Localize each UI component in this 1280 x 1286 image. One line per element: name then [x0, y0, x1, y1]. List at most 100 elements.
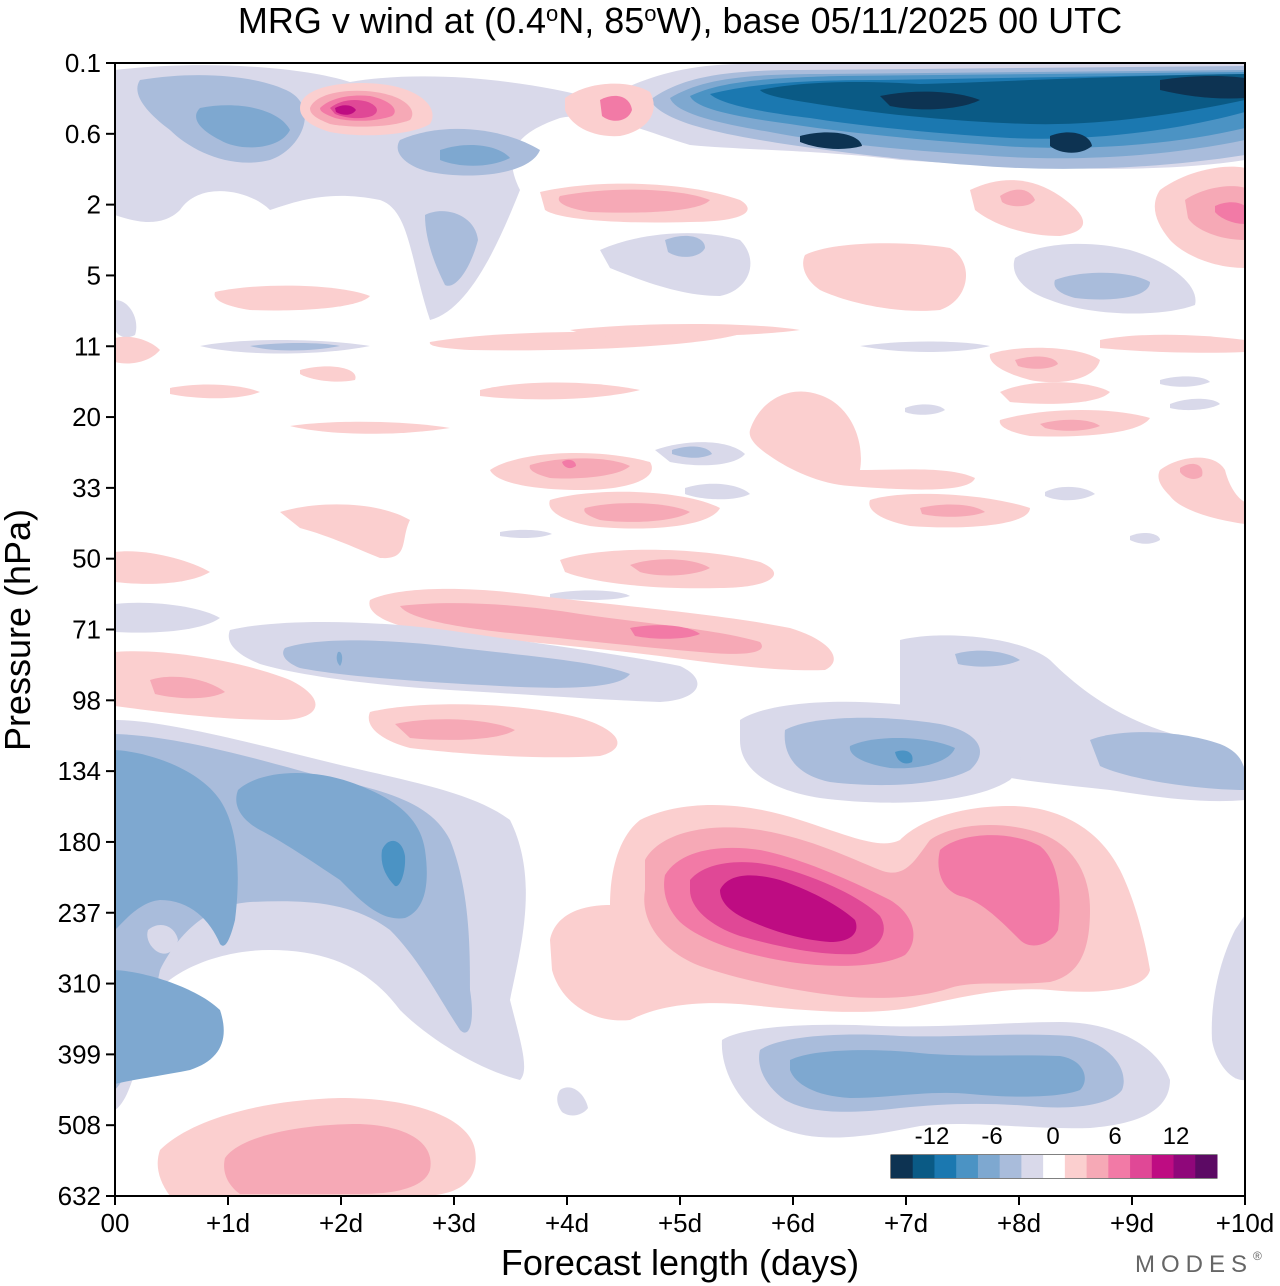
- contour-field: [115, 63, 1245, 1196]
- y-tick-label: 33: [72, 473, 101, 503]
- contour-50hpa-neg-2: [1130, 533, 1160, 544]
- y-tick-label: 310: [58, 969, 101, 999]
- contour-33hpa-pos-5: [584, 503, 690, 522]
- contour-11hpa-pos-6: [1100, 334, 1245, 353]
- colorbar-swatch: [1108, 1155, 1131, 1178]
- contour-20hpa-pos-2: [480, 382, 640, 400]
- colorbar-swatch: [1130, 1155, 1153, 1178]
- contour-33hpa-pos-2: [529, 458, 630, 479]
- contour-50hpa-pos-3: [630, 559, 710, 576]
- x-tick-label: +4d: [545, 1208, 589, 1238]
- contour-33hpa-pos-7: [920, 504, 985, 517]
- contour-5hpa-neg-5: [115, 300, 137, 338]
- contour-20hpa-neg-3: [1160, 376, 1210, 387]
- contour-left-neg-5: [147, 925, 178, 954]
- contour-33hpa-neg-2: [672, 446, 712, 458]
- y-tick-label: 5: [87, 260, 101, 290]
- contour-11hpa-pos-1: [115, 336, 160, 364]
- y-tick-label: 399: [58, 1039, 101, 1069]
- y-axis-label: Pressure (hPa): [0, 509, 38, 751]
- colorbar-swatch: [1043, 1155, 1066, 1178]
- contour-5hpa-neg-4: [1054, 272, 1150, 300]
- contour-upper-neg-2: [196, 105, 290, 148]
- contour-50hpa-neg-3: [500, 529, 552, 538]
- y-tick-label: 508: [58, 1110, 101, 1140]
- contour-399hpa-neg-3: [790, 1050, 1085, 1098]
- x-tick-label: +5d: [658, 1208, 702, 1238]
- contour-mid-pos-5: [720, 875, 857, 942]
- contour-right-edge-neg: [1211, 915, 1245, 1081]
- y-tick-label: 180: [58, 827, 101, 857]
- contour-20hpa-neg-2: [1170, 398, 1220, 411]
- contour-20hpa-pos-3: [1000, 382, 1110, 404]
- y-tick-label: 134: [58, 756, 101, 786]
- colorbar-label-neg6: -6: [981, 1123, 1002, 1150]
- contour-upper-pos-5: [335, 105, 356, 115]
- x-axis-label: Forecast length (days): [501, 1242, 859, 1283]
- contour-upper-right-neg-5: [760, 74, 1245, 125]
- modes-logo-text: MODES: [1135, 1251, 1253, 1278]
- contour-71hpa-pos-2: [400, 603, 762, 654]
- contour-98hpa-pos-1: [115, 651, 316, 720]
- contour-upper-neg-4: [440, 144, 510, 166]
- y-tick-label: 98: [72, 685, 101, 715]
- contour-upper-right-neg-6: [880, 91, 980, 110]
- contour-left-neg-4: [381, 840, 406, 887]
- contour-20hpa-pos-4: [749, 391, 975, 490]
- y-tick-label: 11: [74, 331, 101, 361]
- x-tick-label: +3d: [432, 1208, 476, 1238]
- colorbar-swatch: [934, 1155, 957, 1178]
- y-tick-label: 50: [72, 544, 101, 574]
- x-tick-label: +10d: [1216, 1208, 1275, 1238]
- y-tick-label: 0.6: [65, 119, 101, 149]
- contour-2hpa-pos-6: [1185, 186, 1245, 240]
- x-axis: 00 +1d +2d +3d +4d +5d +6d +7d +8d +9d +10d: [101, 1196, 1275, 1238]
- x-tick-label: +2d: [319, 1208, 363, 1238]
- contour-2hpa-pos-7: [1215, 202, 1245, 224]
- contour-71hpa-neg-3: [283, 640, 630, 688]
- contour-11hpa-pos-5: [1015, 356, 1058, 369]
- contour-11hpa-pos-3: [570, 324, 800, 337]
- y-tick-label: 2: [87, 190, 101, 220]
- contour-20hpa-pos-6: [1040, 419, 1100, 431]
- colorbar-swatch: [1173, 1155, 1196, 1178]
- x-tick-label: 00: [101, 1208, 130, 1238]
- y-tick-label: 71: [72, 615, 101, 645]
- x-tick-label: +1d: [206, 1208, 250, 1238]
- contour-134hpa-neg-4: [895, 750, 913, 764]
- contour-left-neg-3: [236, 772, 427, 919]
- y-tick-label: 20: [72, 402, 101, 432]
- contour-71hpa-neg-4: [336, 651, 343, 666]
- contour-left-neg-2: [115, 750, 238, 946]
- contour-20hpa-pos-7: [290, 421, 450, 434]
- colorbar-label-0: 0: [1046, 1123, 1059, 1150]
- x-tick-label: +6d: [771, 1208, 815, 1238]
- contour-71hpa-pos-3: [630, 625, 700, 639]
- contour-5hpa-neg-2: [665, 235, 705, 257]
- contour-20hpa-neg-1: [905, 404, 945, 415]
- contour-33hpa-neg-4: [1045, 486, 1095, 501]
- x-tick-label: +7d: [884, 1208, 928, 1238]
- contour-33hpa-neg-3: [685, 483, 750, 500]
- colorbar-swatch: [1064, 1155, 1088, 1178]
- colorbar: -12 -6 0 6 12: [890, 1123, 1218, 1179]
- colorbar-label-neg12: -12: [915, 1123, 950, 1150]
- contour-33hpa-pos-10: [280, 504, 410, 559]
- contour-2hpa-pos-3: [970, 180, 1084, 236]
- y-tick-label: 0.1: [65, 48, 101, 78]
- contour-11hpa-neg-3: [860, 341, 990, 352]
- contour-upper-neg-5: [425, 211, 478, 286]
- colorbar-swatch: [1086, 1155, 1109, 1178]
- contour-50hpa-neg-1: [550, 590, 630, 600]
- contour-upper-right-neg-7: [1160, 76, 1245, 99]
- contour-left-neg-7: [557, 1087, 588, 1116]
- x-tick-label: +9d: [1110, 1208, 1154, 1238]
- contour-upper-right-neg-9: [800, 132, 862, 149]
- colorbar-swatch: [956, 1155, 979, 1178]
- contour-upper-right-neg-8: [1050, 132, 1092, 153]
- contour-2hpa-pos-4: [1000, 189, 1035, 207]
- contour-2hpa-pos-2: [558, 189, 710, 213]
- y-tick-label: 237: [58, 898, 101, 928]
- colorbar-swatch: [1021, 1155, 1044, 1178]
- contour-upper-pos-7: [600, 95, 632, 121]
